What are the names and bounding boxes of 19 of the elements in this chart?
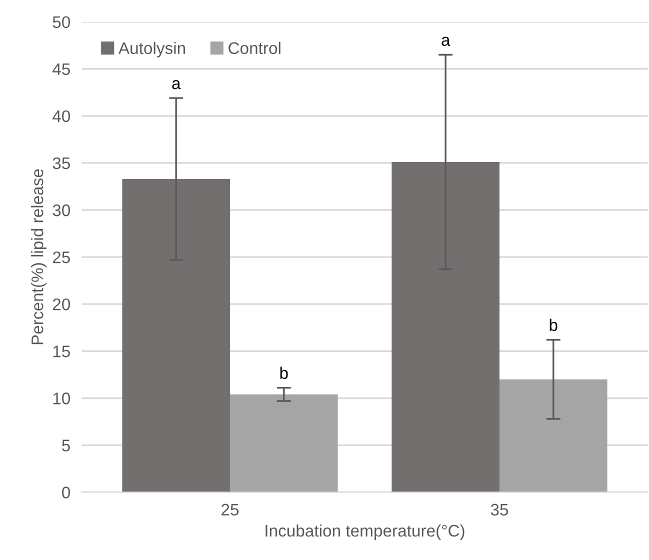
y-tick-label: 50 [52,16,70,28]
y-tick-label: 0 [62,486,70,498]
y-tick-label: 30 [52,204,70,216]
y-tick-label: 15 [53,346,70,358]
y-tick-label: 40 [52,110,70,122]
y-tick-label: 5 [62,440,70,452]
y-tick-label: 20 [52,298,70,310]
y-axis-title: Percent(%) lipid release [31,169,47,344]
legend-label: Autolysin [118,42,185,58]
annotation: b [550,318,558,331]
annotation: a [442,36,450,46]
annotation: b [280,366,288,379]
y-tick-label: 35 [52,157,70,170]
y-tick-label: 10 [53,392,70,404]
x-axis-title: Incubation temperature(°C) [266,524,464,540]
annotation: a [172,80,181,90]
legend-label: Control [228,42,280,54]
y-tick-label: 45 [52,63,70,76]
y-tick-label: 25 [52,251,70,264]
